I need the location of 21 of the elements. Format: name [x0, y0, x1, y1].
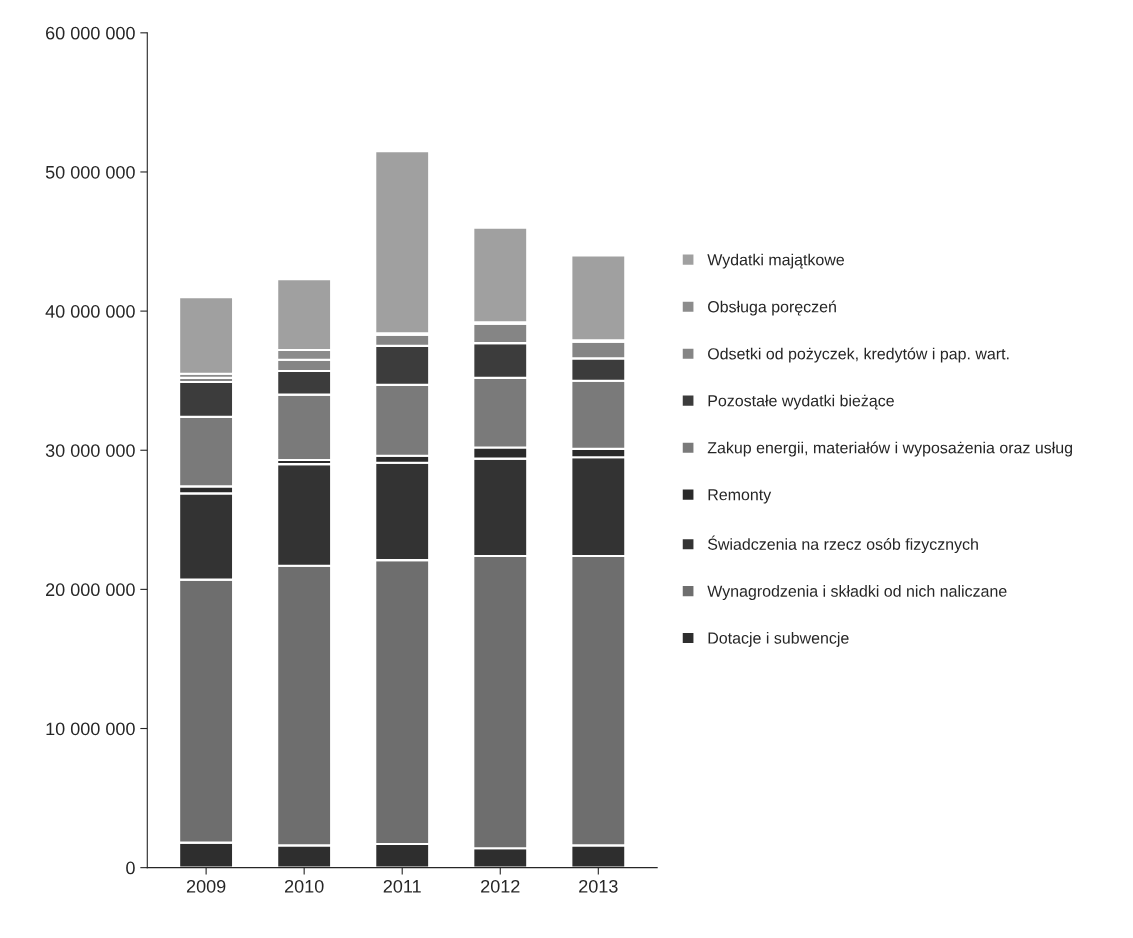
x-tick-label: 2013 [579, 879, 618, 893]
legend-label: Odsetki od pożyczek, kredytów i pap. wart. [708, 347, 1009, 363]
x-tick-label: 2010 [284, 879, 324, 893]
legend-label: Wydatki majątkowe [707, 253, 844, 269]
legend-label: Zakup energii, materiałów i wyposażenia oraz usług [707, 441, 1073, 457]
y-tick-label: 50 000 000 [45, 165, 135, 179]
y-tick-label: 20 000 000 [46, 583, 135, 597]
x-tick-label: 2012 [481, 879, 520, 893]
legend-label: Pozostałe wydatki bieżące [708, 394, 894, 410]
y-tick-label: 60 000 000 [46, 26, 135, 40]
y-tick-label: 40 000 000 [45, 305, 135, 318]
y-tick-label: 10 000 000 [46, 722, 135, 736]
y-tick-label: 30 000 000 [45, 444, 135, 457]
legend-label: Obsługa poręczeń [708, 300, 836, 316]
legend-label: Wynagrodzenia i składki od nich naliczane [707, 585, 1007, 600]
legend-label: Remonty [708, 489, 772, 504]
legend-label: Świadczenia na rzecz osób fizycznych [707, 535, 978, 554]
legend-label: Dotacje i subwencje [708, 632, 849, 647]
x-tick-label: 2009 [186, 879, 226, 893]
y-tick-label: 0 [126, 861, 135, 875]
x-tick-label: 2011 [383, 879, 421, 893]
